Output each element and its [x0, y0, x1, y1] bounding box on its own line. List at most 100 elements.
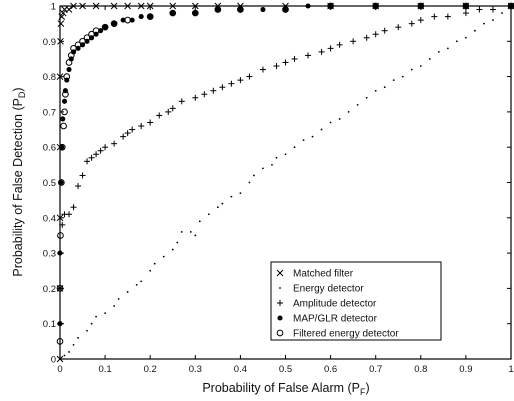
- series-2-point-39: [329, 121, 332, 124]
- series-2-point-56: [483, 22, 485, 25]
- series-2-point-32: [271, 163, 273, 166]
- series-5-point-3: [57, 232, 64, 239]
- series-2-point-14: [140, 280, 143, 283]
- series-5-point-15: [83, 34, 91, 42]
- legend-label: Amplitude detector: [293, 299, 377, 310]
- legend-item: Matched filter: [276, 269, 354, 280]
- x-tick-label: 0.1: [98, 364, 111, 375]
- series-3-point-12: [93, 151, 100, 158]
- legend-label: MAP/GLR detector: [293, 314, 378, 325]
- series-2-point-46: [392, 79, 395, 82]
- series-3-point-33: [273, 63, 280, 70]
- series-3-point-8: [75, 183, 82, 190]
- series-1-point-7: [57, 20, 65, 28]
- series-2-point-38: [320, 128, 323, 131]
- series-2-point-40: [338, 118, 341, 120]
- series-2-point-8: [95, 315, 97, 318]
- series-3-point-40: [350, 38, 357, 45]
- series-5-point-20: [124, 16, 132, 24]
- series-4-point-6: [61, 98, 68, 104]
- series-2-point-47: [401, 75, 404, 78]
- series-5-point-13: [74, 41, 82, 49]
- series-2-point-9: [104, 312, 106, 315]
- series-3-point-20: [147, 119, 154, 126]
- series-5-point-5: [58, 143, 66, 151]
- series-2-point-45: [383, 86, 386, 89]
- series-3-point-7: [70, 204, 77, 211]
- series-2-point-17: [162, 255, 165, 258]
- series-2-point-53: [455, 40, 458, 43]
- legend-marker: [277, 300, 283, 306]
- series-2-point-29: [248, 181, 251, 184]
- series-2-point-27: [230, 195, 233, 198]
- y-tick-label: 0.7: [43, 107, 56, 118]
- y-tick-label: 0.9: [43, 37, 56, 48]
- series-4-point-17: [98, 28, 104, 34]
- y-tick-label: 0.1: [43, 319, 56, 330]
- series-3-point-21: [156, 112, 163, 119]
- series-3-point-51: [489, 6, 496, 13]
- series-2-point-12: [126, 291, 129, 293]
- x-tick-label: 0: [57, 364, 62, 375]
- legend-marker: [276, 269, 284, 277]
- series-1-point-12: [70, 2, 77, 10]
- series-4-point-25: [192, 10, 198, 16]
- series-4-point-26: [215, 6, 221, 13]
- legend-item: Filtered energy detector: [276, 329, 399, 340]
- y-tick-label: 0.4: [43, 213, 56, 224]
- y-tick-label: 0.6: [43, 143, 56, 154]
- series-3-point-38: [327, 45, 334, 52]
- x-tick-label: 0.9: [459, 364, 472, 375]
- series-2-point-35: [293, 146, 296, 149]
- series-2-point-33: [275, 156, 278, 159]
- legend-item: MAP/GLR detector: [277, 314, 378, 325]
- series-1-point-9: [59, 9, 67, 17]
- series-4-point-5: [60, 116, 66, 122]
- series-2-point-6: [86, 329, 88, 332]
- series-1-point-13: [79, 2, 86, 10]
- series-3-point-22: [165, 108, 172, 115]
- series-3: [57, 3, 514, 327]
- y-tick-label: 0.8: [43, 72, 56, 83]
- series-5-point-23: [191, 9, 199, 17]
- series-4-point-21: [129, 17, 135, 23]
- series-3-point-30: [237, 77, 244, 84]
- series-2-point-10: [113, 305, 116, 307]
- series-3-point-28: [219, 84, 226, 91]
- series-2-point-4: [72, 343, 75, 346]
- series-3-point-17: [124, 130, 131, 137]
- series-3-point-14: [102, 144, 109, 151]
- series-1-point-11: [65, 6, 73, 13]
- series-2-point-30: [253, 174, 255, 177]
- series-3-point-13: [97, 147, 104, 154]
- series-2-point-54: [465, 36, 467, 39]
- x-axis-ticks: 0 0.1 0.2 0.3 0.4 0.5 0.6 0.7 0.8 0.9 1: [57, 6, 514, 375]
- series-5-point-4: [58, 179, 65, 186]
- legend-label: Filtered energy detector: [293, 329, 399, 340]
- legend-item: Energy detector: [279, 284, 364, 295]
- series-4: [57, 3, 514, 327]
- y-tick-label: 0.5: [43, 178, 56, 189]
- series-5-point-21: [146, 13, 154, 20]
- series-3-point-47: [431, 13, 438, 20]
- y-tick-label: 0.2: [43, 284, 56, 295]
- series-5-point-16: [88, 30, 95, 38]
- series-2-point-26: [221, 202, 224, 205]
- series-3-point-27: [210, 87, 217, 94]
- series-3-point-45: [408, 20, 415, 27]
- series-2-point-44: [374, 89, 377, 92]
- series-5-point-18: [101, 23, 109, 31]
- series-2-point-11: [117, 298, 120, 300]
- series-2-point-24: [207, 213, 210, 216]
- series-2-point-41: [347, 111, 350, 113]
- series-2-point-31: [262, 167, 264, 170]
- series-5-point-10: [65, 59, 73, 66]
- series-3-point-4: [59, 221, 66, 228]
- x-tick-label: 0.5: [279, 364, 292, 375]
- series-2-point-3: [68, 351, 70, 353]
- series-3-point-49: [462, 10, 469, 17]
- y-tick-label: 0: [51, 355, 56, 366]
- series-5-point-17: [92, 27, 100, 35]
- series-5-point-11: [67, 52, 75, 59]
- series-2-point-21: [189, 231, 192, 233]
